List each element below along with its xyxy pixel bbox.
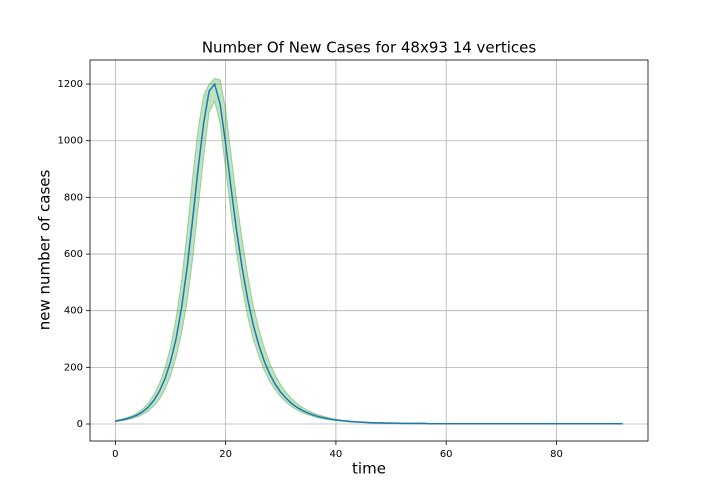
y-axis-label: new number of cases: [36, 170, 54, 331]
confidence-band: [114, 77, 624, 425]
x-tick-label: 60: [440, 449, 453, 460]
plot-frame: [89, 59, 649, 442]
y-tick-label: 1200: [58, 79, 83, 90]
y-tick-label: 400: [64, 306, 83, 317]
x-axis-label: time: [352, 460, 386, 478]
y-tick-label: 800: [64, 192, 83, 203]
y-tick-label: 1000: [58, 136, 83, 147]
line: [115, 82, 623, 425]
y-tick-label: 200: [64, 362, 83, 373]
x-tick-label: 80: [550, 449, 563, 460]
x-tick-label: 0: [112, 449, 118, 460]
x-tick-label: 40: [330, 449, 343, 460]
x-tick-label: 20: [219, 449, 232, 460]
y-tick-label: 600: [64, 249, 83, 260]
chart-title: Number Of New Cases for 48x93 14 vertice…: [202, 39, 537, 57]
y-tick-label: 0: [77, 419, 83, 430]
